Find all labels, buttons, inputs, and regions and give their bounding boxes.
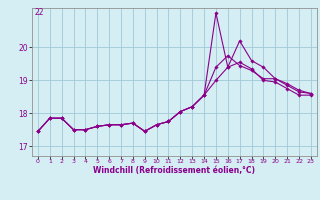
Text: 22: 22 bbox=[35, 8, 44, 17]
X-axis label: Windchill (Refroidissement éolien,°C): Windchill (Refroidissement éolien,°C) bbox=[93, 166, 255, 175]
